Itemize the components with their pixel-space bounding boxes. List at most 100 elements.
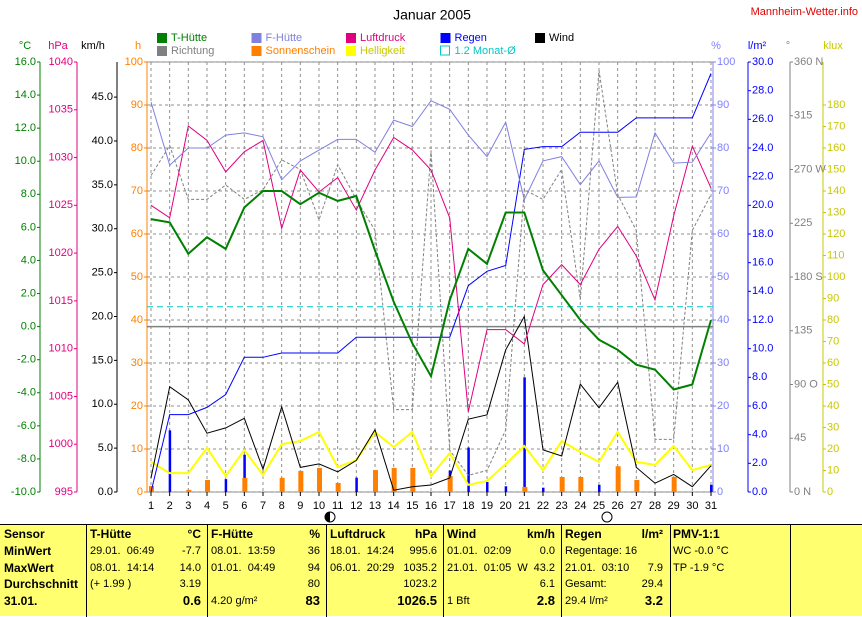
table-value: 2.8	[536, 593, 555, 608]
x-tick-label: 10	[313, 500, 325, 512]
rain-bar	[598, 484, 601, 492]
header-cell: Wind	[447, 527, 477, 541]
table-value: 80	[307, 578, 320, 590]
legend-swatch	[535, 33, 545, 43]
table-cell: 29.4 l/m²	[565, 595, 608, 607]
x-tick-label: 15	[406, 500, 418, 512]
y-tick-label: 15.0	[92, 354, 113, 366]
y-tick-label: -6.0	[17, 420, 36, 432]
x-tick-label: 5	[223, 500, 229, 512]
y-tick-label: 12.0	[752, 314, 773, 326]
x-tick-label: 28	[649, 500, 661, 512]
y-tick-label: 50	[717, 271, 729, 283]
header-unit: hPa	[414, 527, 437, 541]
axis-unit: °C	[19, 40, 31, 52]
x-tick-label: 7	[260, 500, 266, 512]
table-cell: 21.01. 03:10	[565, 562, 630, 574]
y-tick-label: 100	[827, 271, 845, 283]
y-tick-label: 180 S	[794, 271, 823, 283]
sun-bar	[242, 477, 248, 492]
moon-full	[601, 511, 613, 523]
y-tick-label: 22.0	[752, 171, 773, 183]
table-cell: 1 Bft	[447, 595, 470, 607]
table-value: 3.19	[179, 578, 201, 590]
sun-bar	[279, 477, 285, 492]
y-tick-label: 90	[717, 99, 729, 111]
header-cell: Luftdruck	[330, 527, 386, 541]
x-tick-label: 1	[148, 500, 154, 512]
column-separator	[790, 525, 791, 617]
table-cell: 01.01. 02:09	[447, 545, 512, 557]
y-tick-label: 10	[717, 443, 729, 455]
y-tick-label: 30	[717, 357, 729, 369]
x-tick-label: 12	[350, 500, 362, 512]
rain-bar	[168, 430, 172, 492]
y-tick-label: 14.0	[15, 89, 36, 101]
table-cell: 08.01. 13:59	[211, 545, 276, 557]
y-tick-label: 10.0	[92, 398, 113, 410]
y-tick-label: 20	[131, 400, 143, 412]
table-value: 1023.2	[403, 578, 437, 590]
x-tick-label: 19	[481, 500, 493, 512]
y-tick-label: 90	[131, 99, 143, 111]
y-tick-label: 20	[717, 400, 729, 412]
sun-bar	[671, 476, 677, 492]
legend-label: Luftdruck	[360, 32, 406, 44]
table-cell: (+ 1.99 )	[90, 578, 132, 590]
column-separator	[561, 525, 562, 617]
axis-unit: h	[135, 40, 141, 52]
legend-label: F-Hütte	[266, 32, 303, 44]
y-tick-label: 40	[717, 314, 729, 326]
header-cell: Sensor	[4, 527, 45, 541]
y-tick-label: 160	[827, 142, 845, 154]
x-tick-label: 18	[462, 500, 474, 512]
y-tick-label: 35.0	[92, 179, 113, 191]
table-value: 995.6	[409, 545, 437, 557]
y-tick-label: 1040	[49, 56, 73, 68]
y-tick-label: 0.0	[752, 486, 767, 498]
table-cell: 4.20 g/m²	[211, 595, 258, 607]
y-tick-label: 8.0	[21, 188, 36, 200]
series-line	[150, 190, 712, 391]
legend-swatch	[157, 46, 167, 56]
sun-bar	[373, 470, 378, 492]
y-tick-label: 26.0	[752, 113, 773, 125]
y-tick-label: 10	[131, 443, 143, 455]
y-tick-label: 100	[125, 56, 143, 68]
y-tick-label: 30.0	[92, 223, 113, 235]
rain-bar	[467, 447, 470, 492]
y-tick-label: 1035	[49, 104, 73, 116]
axis-unit: hPa	[48, 40, 68, 52]
y-tick-label: 270 W	[794, 163, 826, 175]
legend-label: Sonnenschein	[266, 45, 336, 57]
x-tick-label: 16	[425, 500, 437, 512]
y-tick-label: 90	[827, 292, 839, 304]
y-tick-label: 8.0	[752, 371, 767, 383]
y-tick-label: 10	[827, 464, 839, 476]
series-line	[150, 314, 712, 491]
table-value: 1026.5	[397, 593, 437, 608]
table-value: 3.2	[644, 593, 663, 608]
y-tick-label: 45	[794, 432, 806, 444]
y-tick-label: 80	[131, 142, 143, 154]
table-cell: Regentage: 16	[565, 545, 638, 557]
y-tick-label: 40	[827, 400, 839, 412]
table-value: 43.2	[533, 562, 555, 574]
y-tick-label: 110	[827, 249, 845, 261]
series-line	[150, 125, 712, 412]
y-tick-label: 140	[827, 185, 845, 197]
sun-bar	[615, 466, 621, 492]
y-tick-label: 30.0	[752, 56, 773, 68]
table-value: 36	[307, 545, 320, 557]
table-value: -7.7	[182, 545, 201, 557]
y-tick-label: 180	[827, 99, 845, 111]
header-cell: Regen	[565, 527, 602, 541]
column-separator	[207, 525, 208, 617]
y-tick-label: 1010	[49, 343, 73, 355]
table-value: 83	[305, 593, 320, 608]
y-tick-label: 60	[827, 357, 839, 369]
table-cell: 06.01. 20:29	[330, 562, 395, 574]
legend-swatch	[346, 33, 356, 43]
rain-bar	[243, 454, 246, 492]
